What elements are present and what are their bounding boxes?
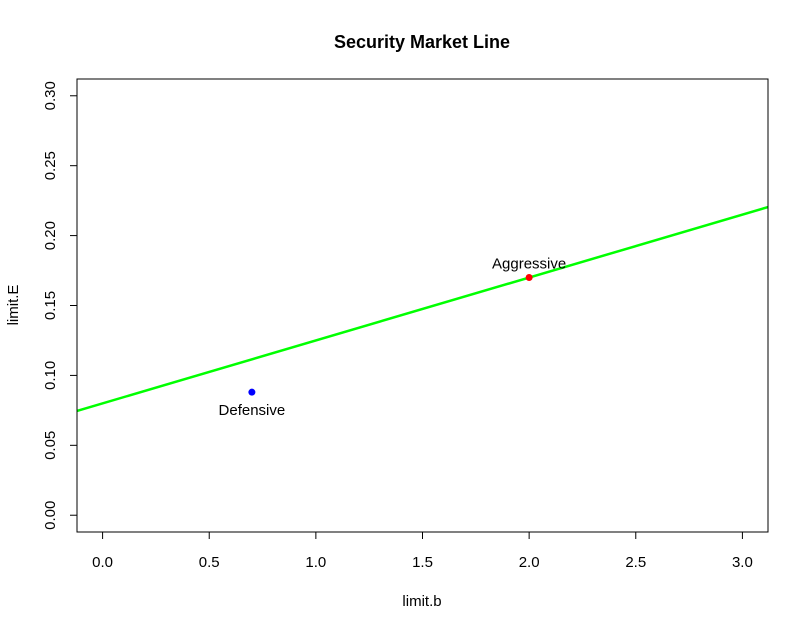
y-tick-label: 0.10 xyxy=(42,361,59,390)
plot-frame xyxy=(76,78,769,533)
y-axis-label: limit.E xyxy=(5,285,22,326)
security-market-line xyxy=(77,205,768,413)
data-point-aggressive xyxy=(525,274,533,282)
x-axis-label: limit.b xyxy=(402,593,441,610)
y-tick-label: 0.15 xyxy=(42,291,59,320)
x-tick-label: 3.0 xyxy=(732,554,753,571)
point-label-aggressive: Aggressive xyxy=(492,256,566,273)
x-tick-label: 1.5 xyxy=(412,554,433,571)
y-tick-label: 0.30 xyxy=(42,81,59,110)
x-tick-label: 2.0 xyxy=(519,554,540,571)
chart-title: Security Market Line xyxy=(334,32,510,52)
x-tick-label: 0.5 xyxy=(199,554,220,571)
y-tick-label: 0.25 xyxy=(42,151,59,180)
x-tick-label: 1.0 xyxy=(305,554,326,571)
data-point-defensive xyxy=(248,388,256,396)
x-tick-label: 0.0 xyxy=(92,554,113,571)
y-axis: 0.00 0.05 0.10 0.15 0.20 0.25 0.30 xyxy=(42,81,78,530)
point-label-defensive: Defensive xyxy=(219,402,286,419)
y-tick-label: 0.20 xyxy=(42,221,59,250)
y-tick-label: 0.00 xyxy=(42,501,59,530)
x-tick-label: 2.5 xyxy=(625,554,646,571)
x-axis: 0.0 0.5 1.0 1.5 2.0 2.5 3.0 xyxy=(92,531,753,571)
y-tick-label: 0.05 xyxy=(42,431,59,460)
